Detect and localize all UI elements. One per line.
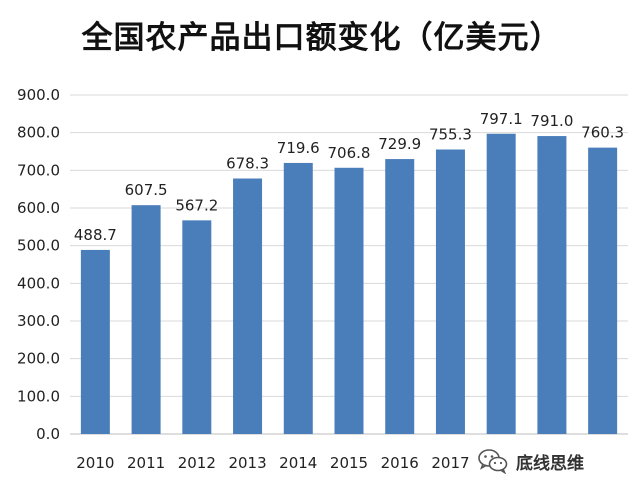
data-label: 760.3 <box>581 124 624 142</box>
watermark: 底线思维 <box>474 446 590 476</box>
y-tick-label: 400.0 <box>17 274 60 292</box>
data-label: 567.2 <box>175 196 218 214</box>
y-tick-label: 300.0 <box>17 312 60 330</box>
data-label: 755.3 <box>429 126 472 144</box>
wechat-icon <box>478 449 508 474</box>
watermark-text: 底线思维 <box>516 453 584 474</box>
y-tick-label: 100.0 <box>17 387 60 405</box>
x-axis-ticks: 2010 2011 2012 2013 2014 2015 2016 2017 <box>76 454 469 472</box>
x-tick-label: 2011 <box>127 454 165 472</box>
data-label: 678.3 <box>226 155 269 173</box>
y-tick-label: 500.0 <box>17 237 60 255</box>
data-label: 607.5 <box>125 181 168 199</box>
data-label: 797.1 <box>480 110 523 128</box>
y-tick-label: 800.0 <box>17 124 60 142</box>
x-tick-label: 2013 <box>228 454 266 472</box>
bar <box>182 220 212 434</box>
x-tick-label: 2014 <box>279 454 317 472</box>
data-label: 729.9 <box>378 135 421 153</box>
y-tick-label: 200.0 <box>17 350 60 368</box>
bar <box>537 136 567 434</box>
data-label: 706.8 <box>328 144 371 162</box>
bar <box>80 249 110 434</box>
data-label: 791.0 <box>530 112 573 130</box>
bar <box>233 178 263 434</box>
x-tick-label: 2010 <box>76 454 114 472</box>
x-tick-label: 2016 <box>381 454 419 472</box>
bar <box>283 162 313 434</box>
bar <box>588 147 618 434</box>
y-tick-label: 900.0 <box>17 86 60 104</box>
y-tick-label: 0.0 <box>36 425 60 443</box>
x-tick-label: 2015 <box>330 454 368 472</box>
data-labels: 488.7 607.5 567.2 678.3 719.6 706.8 729.9 755.3… <box>74 110 624 244</box>
data-label: 719.6 <box>277 139 320 157</box>
bar <box>486 133 516 434</box>
chart-title: 全国农产品出口额变化（亿美元） <box>81 20 562 56</box>
data-label: 488.7 <box>74 226 117 244</box>
x-tick-label: 2012 <box>178 454 216 472</box>
bar <box>435 149 465 434</box>
y-tick-label: 700.0 <box>17 161 60 179</box>
bar <box>385 159 415 435</box>
y-axis-ticks: 0.0 100.0 200.0 300.0 400.0 500.0 600.0 700.0 80… <box>17 86 60 443</box>
x-tick-label: 2017 <box>431 454 469 472</box>
y-tick-label: 600.0 <box>17 199 60 217</box>
bar <box>131 205 161 434</box>
bars <box>80 133 618 435</box>
bar <box>334 167 364 434</box>
